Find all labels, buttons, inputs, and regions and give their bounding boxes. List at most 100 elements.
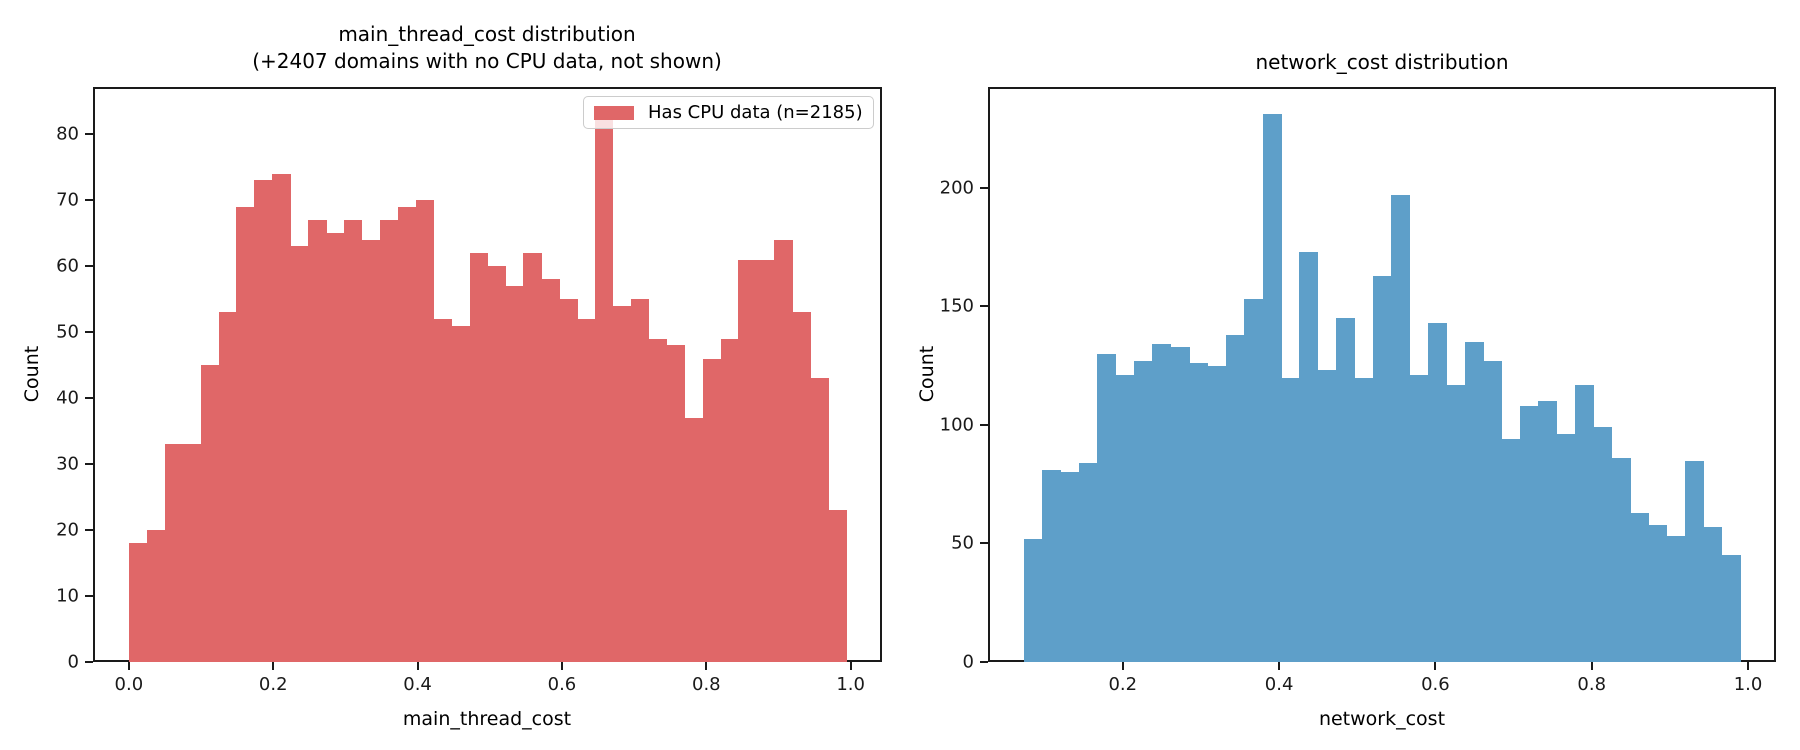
histogram-bar <box>577 318 596 662</box>
histogram-bar <box>810 378 829 662</box>
histogram-bar <box>1207 365 1227 662</box>
histogram-bar <box>1391 195 1411 662</box>
histogram-bar <box>1703 526 1723 662</box>
histogram-bar <box>720 338 739 662</box>
y-tick-label: 100 <box>939 414 974 436</box>
histogram-bar <box>666 345 686 662</box>
y-tick-mark <box>85 397 93 400</box>
legend-box: Has CPU data (n=2185) <box>583 96 874 129</box>
histogram-bar <box>236 206 255 662</box>
histogram-bar <box>1336 318 1355 662</box>
y-tick-label: 150 <box>939 295 974 317</box>
histogram-bar <box>828 510 847 662</box>
histogram-bar <box>182 444 202 662</box>
histogram-bar <box>774 239 793 662</box>
y-tick-mark <box>980 661 988 663</box>
histogram-bar <box>1189 363 1208 662</box>
histogram-bar <box>1483 360 1502 662</box>
left-xaxis-label: main_thread_cost <box>402 708 572 730</box>
histogram-bar <box>1115 375 1135 662</box>
x-tick-label: 0.4 <box>1264 674 1294 695</box>
histogram-bar <box>1134 360 1153 662</box>
y-tick-label: 60 <box>56 255 79 277</box>
x-tick-label: 1.0 <box>1733 674 1763 695</box>
histogram-bar <box>146 530 166 662</box>
histogram-bar <box>1685 460 1705 662</box>
histogram-bar <box>1574 384 1594 662</box>
histogram-bar <box>1097 353 1117 662</box>
histogram-bar <box>451 325 471 662</box>
right-chart-title-line1: network_cost distribution <box>1255 50 1509 74</box>
x-tick-mark <box>1590 662 1593 670</box>
x-tick-label: 1.0 <box>836 674 865 695</box>
legend-swatch-red <box>594 105 634 120</box>
histogram-bar <box>1464 342 1484 662</box>
histogram-bar <box>523 252 542 662</box>
histogram-bar <box>630 299 650 662</box>
histogram-bar <box>595 114 614 662</box>
legend-label: Has CPU data (n=2185) <box>648 102 863 123</box>
histogram-bar <box>200 365 219 662</box>
histogram-bar <box>1023 538 1043 662</box>
histogram-bar <box>1519 406 1539 662</box>
histogram-bar <box>433 318 453 662</box>
histogram-bar <box>308 219 327 662</box>
x-tick-mark <box>416 662 419 670</box>
y-tick-mark <box>85 199 93 202</box>
histogram-bar <box>1317 370 1337 662</box>
x-tick-mark <box>127 662 130 670</box>
histogram-bar <box>505 285 524 662</box>
histogram-bar <box>1428 323 1447 662</box>
histogram-bar <box>1666 536 1686 662</box>
y-tick-label: 200 <box>939 177 974 199</box>
x-tick-mark <box>705 662 708 670</box>
histogram-bar <box>1225 334 1245 662</box>
histogram-bar <box>1262 114 1282 662</box>
histogram-bar <box>1299 251 1319 662</box>
histogram-bar <box>487 266 506 662</box>
x-tick-mark <box>1434 662 1437 670</box>
histogram-bar <box>218 312 237 662</box>
y-tick-mark <box>85 331 93 334</box>
x-tick-label: 0.8 <box>1577 674 1607 695</box>
histogram-bar <box>1721 555 1741 662</box>
y-tick-mark <box>85 661 93 663</box>
histogram-bar <box>1152 344 1172 662</box>
y-tick-mark <box>980 423 988 426</box>
y-tick-mark <box>85 529 93 532</box>
y-tick-label: 0 <box>67 651 79 673</box>
histogram-bar <box>415 200 435 662</box>
y-tick-label: 50 <box>951 532 974 554</box>
y-tick-label: 0 <box>962 651 974 673</box>
x-tick-label: 0.4 <box>403 674 432 695</box>
x-tick-mark <box>849 662 852 670</box>
histogram-bar <box>1593 427 1613 662</box>
histogram-bar <box>128 543 148 662</box>
histogram-bar <box>1409 375 1429 662</box>
left-chart-title: main_thread_cost distribution (+2407 dom… <box>137 21 837 75</box>
right-xaxis-label: network_cost <box>1318 708 1446 730</box>
histogram-bar <box>1372 275 1392 662</box>
histogram-bar <box>612 305 632 662</box>
histogram-bar <box>379 219 399 662</box>
x-tick-label: 0.6 <box>547 674 577 695</box>
y-tick-mark <box>980 305 988 308</box>
histogram-bar <box>1281 377 1300 662</box>
histogram-bar <box>1611 458 1631 662</box>
histogram-bar <box>648 338 668 662</box>
right-yaxis-label: Count <box>916 345 938 403</box>
histogram-bar <box>1446 384 1466 662</box>
histogram-bar <box>1244 299 1264 662</box>
right-chart-title: network_cost distribution <box>1032 49 1732 76</box>
histogram-bar <box>756 259 775 662</box>
y-tick-mark <box>85 133 93 136</box>
x-tick-label: 0.8 <box>691 674 721 695</box>
histogram-bar <box>469 252 488 662</box>
x-tick-mark <box>272 662 275 670</box>
histogram-bar <box>541 279 560 662</box>
histogram-bar <box>1501 439 1521 662</box>
histogram-bar <box>1630 512 1649 662</box>
histogram-bar <box>164 444 184 662</box>
histogram-bar <box>290 246 309 662</box>
y-tick-label: 20 <box>56 519 79 541</box>
